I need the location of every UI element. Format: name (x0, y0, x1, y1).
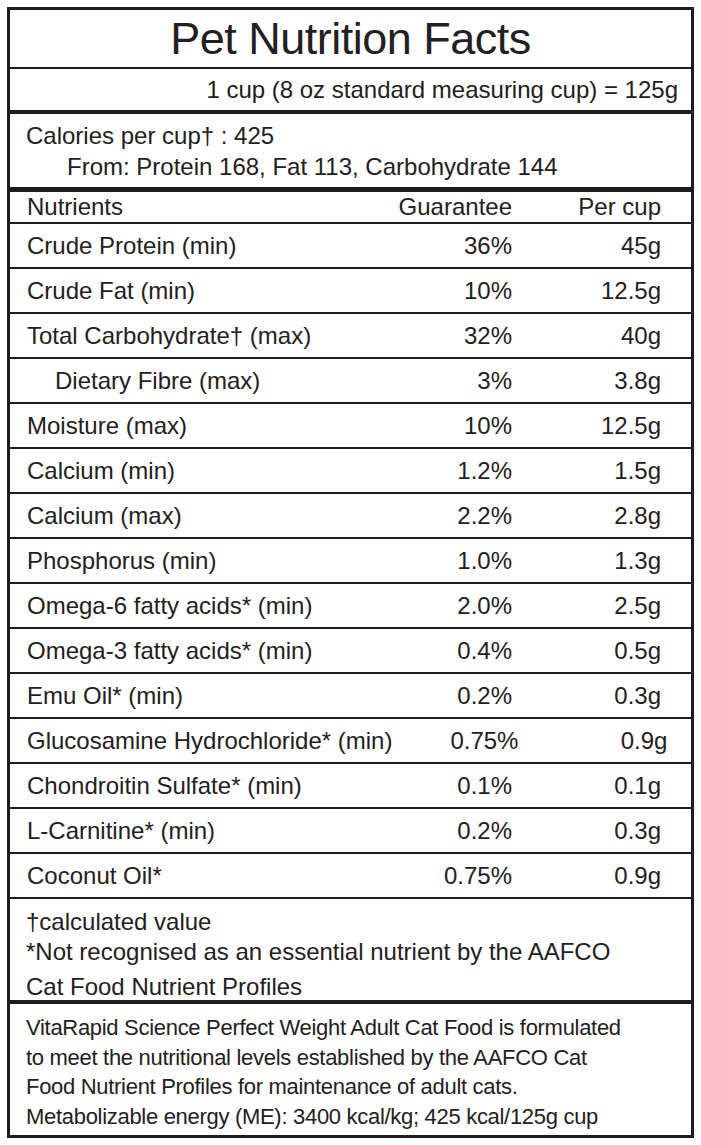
table-row: Crude Fat (min) 10% 12.5g (10, 269, 691, 314)
guarantee-value-cell: 10% (386, 277, 541, 305)
calories-from-line: From: Protein 168, Fat 113, Carbohydrate… (26, 151, 691, 182)
footnote-not-recognised: *Not recognised as an essential nutrient… (26, 937, 691, 967)
table-row: Glucosamine Hydrochloride* (min) 0.75% 0… (10, 719, 691, 764)
nutrient-name-cell: Dietary Fibre (max) (10, 367, 386, 395)
guarantee-value-cell: 1.0% (386, 547, 541, 575)
guarantee-value-cell: 2.2% (386, 502, 541, 530)
column-header-nutrients: Nutrients (10, 193, 386, 221)
per-cup-value-cell: 1.3g (541, 547, 691, 575)
table-row: Emu Oil* (min) 0.2% 0.3g (10, 674, 691, 719)
per-cup-value-cell: 12.5g (541, 277, 691, 305)
guarantee-value-cell: 1.2% (386, 457, 541, 485)
guarantee-value-cell: 3% (386, 367, 541, 395)
nutrient-name-cell: Omega-6 fatty acids* (min) (10, 592, 386, 620)
nutrient-name-cell: L-Carnitine* (min) (10, 817, 386, 845)
table-row: Crude Protein (min) 36% 45g (10, 224, 691, 269)
per-cup-value-cell: 0.9g (541, 862, 691, 890)
footnote-calculated-value: †calculated value (26, 907, 691, 937)
table-row: Omega-6 fatty acids* (min) 2.0% 2.5g (10, 584, 691, 629)
nutrient-name-cell: Total Carbohydrate† (max) (10, 322, 386, 350)
per-cup-value-cell: 0.3g (541, 817, 691, 845)
nutrient-name-cell: Crude Protein (min) (10, 232, 386, 260)
statement-line: Food Nutrient Profiles for maintenance o… (26, 1072, 691, 1102)
footnotes-section: †calculated value *Not recognised as an … (10, 899, 691, 1004)
table-row: Total Carbohydrate† (max) 32% 40g (10, 314, 691, 359)
guarantee-value-cell: 0.4% (386, 637, 541, 665)
aafco-statement-section: VitaRapid Science Perfect Weight Adult C… (10, 1004, 691, 1135)
per-cup-value-cell: 0.1g (541, 772, 691, 800)
per-cup-value-cell: 45g (541, 232, 691, 260)
guarantee-value-cell: 2.0% (386, 592, 541, 620)
per-cup-value-cell: 2.5g (541, 592, 691, 620)
table-row: Phosphorus (min) 1.0% 1.3g (10, 539, 691, 584)
per-cup-value-cell: 3.8g (541, 367, 691, 395)
column-header-row: Nutrients Guarantee Per cup (10, 192, 691, 224)
nutrient-name-cell: Calcium (min) (10, 457, 386, 485)
per-cup-value-cell: 2.8g (541, 502, 691, 530)
nutrient-name-cell: Chondroitin Sulfate* (min) (10, 772, 386, 800)
serving-size-line: 1 cup (8 oz standard measuring cup) = 12… (10, 69, 691, 114)
table-row: Dietary Fibre (max) 3% 3.8g (10, 359, 691, 404)
table-row: L-Carnitine* (min) 0.2% 0.3g (10, 809, 691, 854)
per-cup-value-cell: 12.5g (541, 412, 691, 440)
nutrient-name-cell: Coconut Oil* (10, 862, 386, 890)
footnote-profiles: Cat Food Nutrient Profiles (26, 972, 691, 1002)
guarantee-value-cell: 36% (386, 232, 541, 260)
nutrient-name-cell: Crude Fat (min) (10, 277, 386, 305)
statement-line: to meet the nutritional levels establish… (26, 1043, 691, 1073)
per-cup-value-cell: 0.3g (541, 682, 691, 710)
nutrient-name-cell: Omega-3 fatty acids* (min) (10, 637, 386, 665)
label-title: Pet Nutrition Facts (10, 10, 691, 69)
table-row: Calcium (min) 1.2% 1.5g (10, 449, 691, 494)
nutrition-label: Pet Nutrition Facts 1 cup (8 oz standard… (7, 7, 694, 1138)
guarantee-value-cell: 10% (386, 412, 541, 440)
calories-line: Calories per cup† : 425 (26, 120, 691, 151)
metabolizable-energy-line: Metabolizable energy (ME): 3400 kcal/kg;… (26, 1102, 691, 1132)
per-cup-value-cell: 0.9g (547, 727, 697, 755)
guarantee-value-cell: 0.75% (386, 862, 541, 890)
per-cup-value-cell: 40g (541, 322, 691, 350)
nutrient-name-cell: Phosphorus (min) (10, 547, 386, 575)
guarantee-value-cell: 0.75% (392, 727, 547, 755)
table-row: Chondroitin Sulfate* (min) 0.1% 0.1g (10, 764, 691, 809)
table-row: Calcium (max) 2.2% 2.8g (10, 494, 691, 539)
column-header-per-cup: Per cup (541, 193, 691, 221)
guarantee-value-cell: 32% (386, 322, 541, 350)
per-cup-value-cell: 0.5g (541, 637, 691, 665)
nutrient-name-cell: Emu Oil* (min) (10, 682, 386, 710)
table-row: Moisture (max) 10% 12.5g (10, 404, 691, 449)
guarantee-value-cell: 0.1% (386, 772, 541, 800)
nutrient-name-cell: Moisture (max) (10, 412, 386, 440)
table-row: Omega-3 fatty acids* (min) 0.4% 0.5g (10, 629, 691, 674)
column-header-guarantee: Guarantee (386, 193, 541, 221)
guarantee-value-cell: 0.2% (386, 817, 541, 845)
table-row: Coconut Oil* 0.75% 0.9g (10, 854, 691, 899)
calories-section: Calories per cup† : 425 From: Protein 16… (10, 114, 691, 192)
guarantee-value-cell: 0.2% (386, 682, 541, 710)
nutrient-name-cell: Calcium (max) (10, 502, 386, 530)
per-cup-value-cell: 1.5g (541, 457, 691, 485)
statement-line: VitaRapid Science Perfect Weight Adult C… (26, 1013, 691, 1043)
nutrient-name-cell: Glucosamine Hydrochloride* (min) (10, 727, 392, 755)
